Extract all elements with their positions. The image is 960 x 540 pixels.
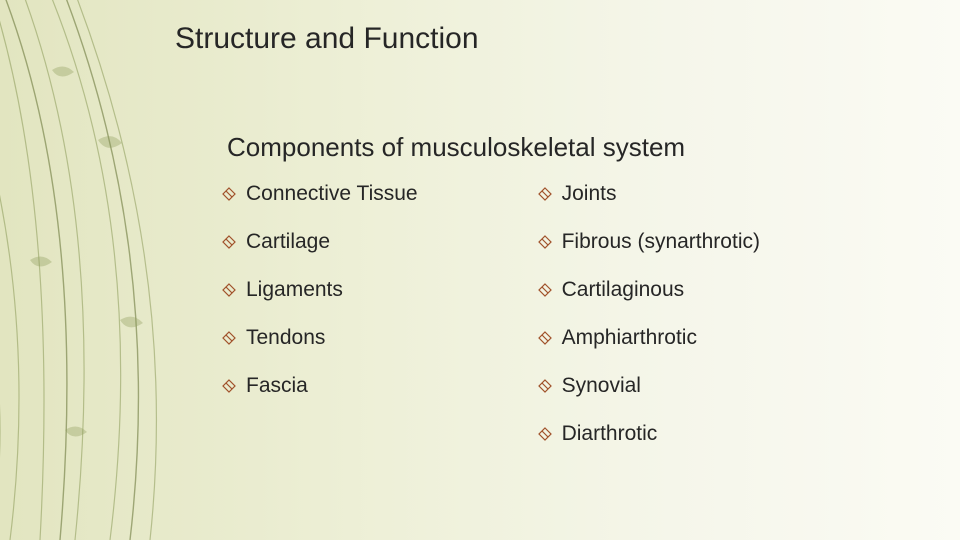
diamond-bullet-icon bbox=[222, 283, 236, 297]
diamond-bullet-icon bbox=[222, 235, 236, 249]
list-item: Fibrous (synarthrotic) bbox=[538, 230, 760, 254]
list-item-label: Synovial bbox=[562, 374, 641, 398]
list-item-label: Cartilage bbox=[246, 230, 330, 254]
list-item: Joints bbox=[538, 182, 760, 206]
left-column: Connective Tissue Cartilage Ligaments Te… bbox=[222, 182, 418, 446]
list-item: Fascia bbox=[222, 374, 418, 398]
diamond-bullet-icon bbox=[538, 331, 552, 345]
list-item-label: Diarthrotic bbox=[562, 422, 658, 446]
slide-subtitle: Components of musculoskeletal system bbox=[227, 132, 685, 163]
slide-title: Structure and Function bbox=[175, 22, 479, 56]
list-item: Connective Tissue bbox=[222, 182, 418, 206]
diamond-bullet-icon bbox=[222, 187, 236, 201]
diamond-bullet-icon bbox=[222, 379, 236, 393]
list-item: Synovial bbox=[538, 374, 760, 398]
list-item: Diarthrotic bbox=[538, 422, 760, 446]
diamond-bullet-icon bbox=[538, 427, 552, 441]
content-columns: Connective Tissue Cartilage Ligaments Te… bbox=[222, 182, 760, 446]
diamond-bullet-icon bbox=[538, 187, 552, 201]
diamond-bullet-icon bbox=[538, 235, 552, 249]
list-item-label: Tendons bbox=[246, 326, 325, 350]
list-item-label: Fascia bbox=[246, 374, 308, 398]
right-column: Joints Fibrous (synarthrotic) Cartilagin… bbox=[538, 182, 760, 446]
list-item: Cartilaginous bbox=[538, 278, 760, 302]
list-item-label: Cartilaginous bbox=[562, 278, 685, 302]
list-item: Ligaments bbox=[222, 278, 418, 302]
slide: Structure and Function Components of mus… bbox=[0, 0, 960, 540]
list-item: Tendons bbox=[222, 326, 418, 350]
list-item-label: Fibrous (synarthrotic) bbox=[562, 230, 760, 254]
list-item-label: Connective Tissue bbox=[246, 182, 418, 206]
diamond-bullet-icon bbox=[538, 379, 552, 393]
list-item-label: Ligaments bbox=[246, 278, 343, 302]
list-item-label: Joints bbox=[562, 182, 617, 206]
list-item: Amphiarthrotic bbox=[538, 326, 760, 350]
diamond-bullet-icon bbox=[222, 331, 236, 345]
list-item: Cartilage bbox=[222, 230, 418, 254]
diamond-bullet-icon bbox=[538, 283, 552, 297]
list-item-label: Amphiarthrotic bbox=[562, 326, 697, 350]
